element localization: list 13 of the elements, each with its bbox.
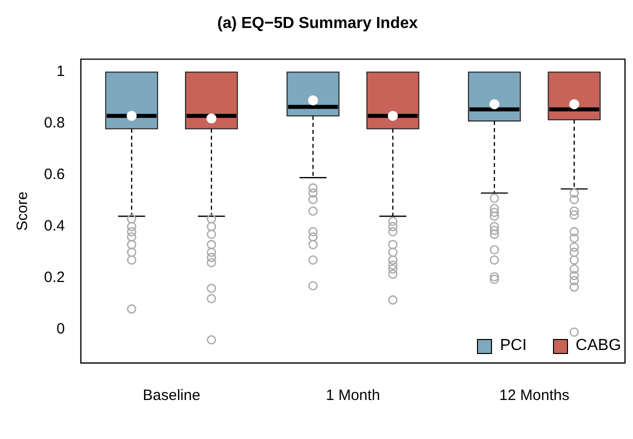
chart-title: (a) EQ−5D Summary Index [217,15,418,32]
y-tick-label: 1 [56,63,65,80]
x-tick-label: 1 Month [326,387,380,404]
x-tick-label: Baseline [142,387,200,404]
y-tick-label: 0.8 [44,114,65,132]
y-tick-label: 0.6 [44,166,65,184]
y-tick-label: 0 [56,320,65,338]
legend-label: CABG [576,337,622,355]
y-tick-label: 0.4 [44,218,65,235]
y-tick-label: 0.2 [44,269,65,286]
legend-label: PCI [500,337,527,355]
y-axis-title: Score [14,192,32,231]
x-tick-label: 12 Months [499,387,570,404]
